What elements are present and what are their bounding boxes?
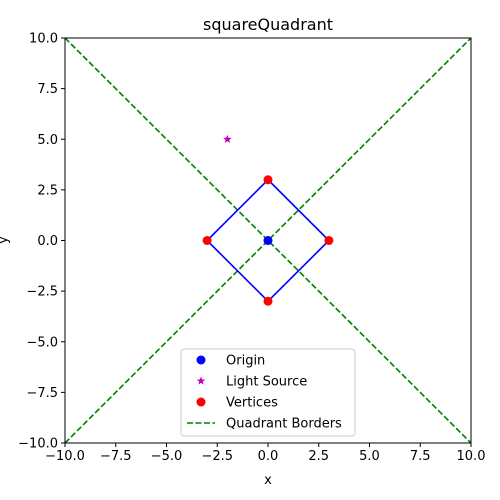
plot-area bbox=[64, 37, 472, 444]
x-tick-label: 10.0 bbox=[457, 449, 486, 464]
x-tick-label: 0.0 bbox=[258, 449, 279, 464]
y-tick-label: 10.0 bbox=[29, 32, 58, 47]
quadrant-border-line-1 bbox=[64, 37, 472, 444]
legend-label: Vertices bbox=[226, 396, 278, 411]
legend-marker-circle bbox=[196, 355, 206, 365]
x-tick-label: −5.0 bbox=[151, 449, 183, 464]
vertex-point-2 bbox=[324, 236, 334, 245]
y-tick-label: 0.0 bbox=[37, 234, 58, 249]
x-tick-label: 7.5 bbox=[410, 449, 431, 464]
legend-box bbox=[180, 348, 356, 437]
legend-label: Quadrant Borders bbox=[226, 417, 342, 432]
y-axis-label: y bbox=[0, 236, 11, 244]
legend-marker-circle bbox=[196, 397, 206, 407]
x-tick-label: −7.5 bbox=[100, 449, 132, 464]
x-tick-label: 2.5 bbox=[308, 449, 329, 464]
y-tick-label: −10.0 bbox=[18, 437, 58, 452]
origin-point bbox=[263, 236, 273, 245]
axis-ticks: −10.0 −7.5 −5.0 −2.5 0.0 2.5 5.0 7.5 10.0 −10.0 −7… bbox=[18, 32, 485, 465]
y-tick-label: 5.0 bbox=[37, 133, 58, 148]
legend-label: Origin bbox=[226, 354, 265, 369]
legend: Origin Light Source Vertices Quadrant Borde… bbox=[180, 348, 356, 437]
light-source-point bbox=[223, 134, 232, 143]
x-tick-label: 5.0 bbox=[359, 449, 380, 464]
x-tick-label: −2.5 bbox=[201, 449, 233, 464]
x-axis-label: x bbox=[264, 473, 272, 488]
vertex-point-4 bbox=[202, 236, 212, 245]
y-tick-label: −5.0 bbox=[26, 335, 58, 350]
y-tick-label: 7.5 bbox=[37, 82, 58, 97]
vertex-point-3 bbox=[263, 296, 273, 306]
x-tick-label: −10.0 bbox=[45, 449, 85, 464]
y-tick-label: 2.5 bbox=[37, 183, 58, 198]
vertex-point-1 bbox=[263, 175, 273, 185]
chart-title: squareQuadrant bbox=[203, 15, 333, 34]
legend-marker-star bbox=[196, 376, 206, 385]
quadrant-border-line-2 bbox=[64, 37, 472, 444]
legend-label: Light Source bbox=[226, 375, 307, 390]
y-tick-label: −2.5 bbox=[26, 285, 58, 300]
y-tick-label: −7.5 bbox=[26, 386, 58, 401]
